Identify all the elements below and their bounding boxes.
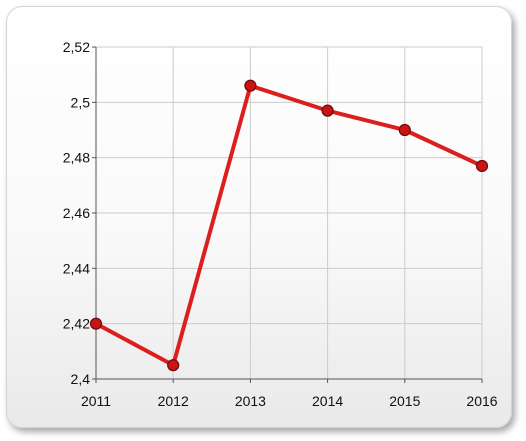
data-point-2015 (398, 123, 411, 137)
x-tick-label: 2016 (466, 393, 497, 409)
y-tick-label: 2,52 (63, 39, 90, 55)
x-tick-label: 2014 (312, 393, 343, 409)
y-tick-label: 2,48 (63, 150, 90, 166)
series-line (94, 83, 484, 368)
data-point-2012 (167, 359, 180, 372)
y-tick-label: 2,5 (71, 94, 91, 110)
data-point-2014 (321, 104, 334, 117)
x-tick-labels: 2011 2012 2013 2014 2015 2016 (81, 393, 498, 409)
data-series (89, 79, 489, 372)
data-point-2013 (244, 79, 257, 92)
y-tick-label: 2,42 (63, 316, 90, 332)
y-tick-label: 2,44 (63, 260, 90, 276)
chart-card (6, 6, 512, 428)
y-tick-labels: 2,4 2,42 2,44 2,46 2,48 2,5 2,52 (63, 39, 90, 387)
data-point-2011 (89, 317, 103, 330)
y-tick-label: 2,4 (71, 371, 91, 387)
x-tick-label: 2013 (235, 393, 266, 409)
x-tick-label: 2011 (81, 393, 111, 409)
x-tick-label: 2012 (158, 393, 189, 409)
x-tick-label: 2015 (389, 393, 420, 409)
y-tick-label: 2,46 (63, 205, 90, 221)
data-point-2016 (475, 159, 489, 173)
